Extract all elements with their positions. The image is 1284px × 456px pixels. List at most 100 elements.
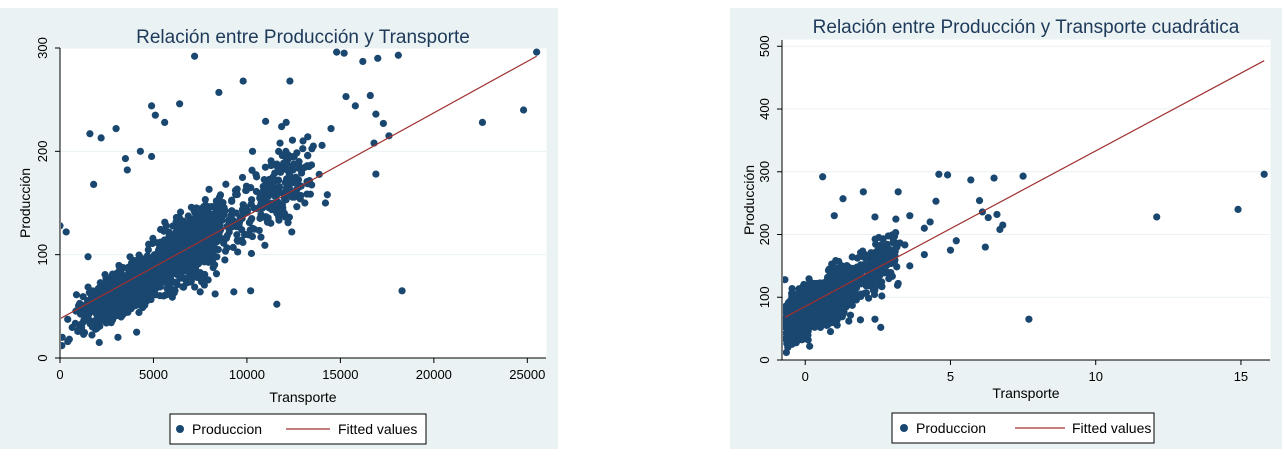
scatter-point	[174, 220, 182, 228]
scatter-point	[872, 240, 880, 248]
scatter-point	[178, 259, 186, 267]
scatter-point	[96, 309, 104, 317]
scatter-point	[151, 111, 159, 119]
scatter-point	[784, 343, 792, 352]
scatter-point	[65, 335, 73, 343]
scatter-point	[293, 203, 301, 211]
scatter-point	[176, 100, 184, 108]
scatter-point	[790, 301, 798, 309]
scatter-point	[190, 220, 198, 228]
scatter-point	[351, 102, 359, 110]
scatter-point	[201, 247, 209, 256]
scatter-point	[172, 213, 181, 222]
scatter-point	[145, 240, 153, 248]
scatter-point	[187, 274, 195, 282]
scatter-point	[213, 253, 221, 261]
y-tick-label: 200	[757, 224, 772, 246]
scatter-point	[201, 195, 209, 204]
scatter-point	[111, 294, 119, 303]
scatter-point	[273, 160, 281, 168]
x-tick-label: 20000	[416, 367, 452, 382]
y-tick-label: 500	[757, 35, 772, 57]
scatter-point	[304, 152, 312, 160]
scatter-point	[156, 225, 165, 234]
scatter-point	[890, 258, 898, 267]
scatter-point	[865, 294, 873, 302]
scatter-point	[198, 278, 206, 286]
scatter-point	[885, 275, 893, 283]
scatter-point	[262, 213, 270, 221]
scatter-point	[76, 310, 85, 318]
scatter-point	[163, 260, 171, 268]
scatter-point	[216, 191, 225, 199]
scatter-point	[819, 308, 827, 317]
x-tick-label: 5	[947, 369, 954, 384]
scatter-point	[236, 213, 244, 222]
scatter-point	[114, 333, 122, 341]
scatter-point	[95, 338, 103, 347]
scatter-point	[340, 49, 348, 57]
scatter-point	[239, 238, 247, 247]
scatter-point	[135, 251, 143, 259]
scatter-point	[830, 212, 838, 220]
scatter-point	[102, 280, 110, 289]
scatter-point	[278, 123, 286, 131]
scatter-point	[850, 296, 858, 304]
scatter-point	[61, 342, 66, 350]
scatter-point	[894, 188, 902, 196]
scatter-point	[87, 287, 96, 295]
scatter-point	[952, 237, 960, 245]
scatter-point	[222, 180, 230, 188]
scatter-point	[113, 275, 122, 283]
scatter-point	[121, 154, 130, 163]
scatter-point	[861, 289, 869, 297]
scatter-point	[101, 271, 109, 279]
y-tick-label: 300	[757, 161, 772, 183]
scatter-point	[315, 170, 323, 178]
scatter-point	[831, 291, 840, 299]
scatter-point	[83, 308, 91, 316]
scatter-point	[168, 285, 176, 293]
x-tick-label: 5000	[139, 367, 168, 382]
scatter-point	[859, 188, 867, 196]
scatter-point	[64, 315, 72, 323]
scatter-point	[519, 106, 528, 114]
scatter-point	[103, 315, 111, 323]
scatter-point	[146, 292, 154, 300]
scatter-point	[788, 318, 796, 327]
scatter-point	[306, 190, 314, 198]
scatter-point	[102, 301, 110, 309]
scatter-point	[200, 202, 208, 211]
scatter-point	[808, 313, 816, 321]
scatter-point	[848, 301, 856, 309]
scatter-point	[288, 174, 296, 182]
scatter-point	[284, 219, 292, 227]
fitted-line	[784, 60, 1265, 318]
scatter-point	[854, 278, 862, 286]
scatter-point	[920, 224, 928, 232]
scatter-point	[133, 328, 141, 336]
y-tick-label: 300	[35, 37, 50, 59]
scatter-point	[784, 330, 792, 338]
scatter-point	[884, 232, 892, 240]
scatter-point	[281, 213, 290, 221]
fitted-line	[61, 55, 537, 319]
scatter-point	[84, 253, 92, 261]
scatter-point	[135, 308, 143, 317]
y-tick-label: 100	[35, 244, 50, 266]
scatter-point	[288, 228, 296, 236]
scatter-point	[935, 170, 943, 178]
scatter-point	[143, 285, 151, 293]
scatter-point	[71, 319, 79, 327]
scatter-point	[278, 200, 286, 209]
scatter-point	[299, 137, 307, 145]
scatter-point	[359, 57, 367, 66]
scatter-point	[297, 169, 306, 177]
scatter-point	[239, 77, 247, 85]
scatter-point	[1234, 205, 1242, 214]
scatter-point	[228, 196, 236, 204]
scatter-point	[866, 257, 875, 265]
scatter-point	[265, 204, 273, 212]
scatter-point	[878, 283, 886, 291]
scatter-point	[262, 117, 270, 125]
